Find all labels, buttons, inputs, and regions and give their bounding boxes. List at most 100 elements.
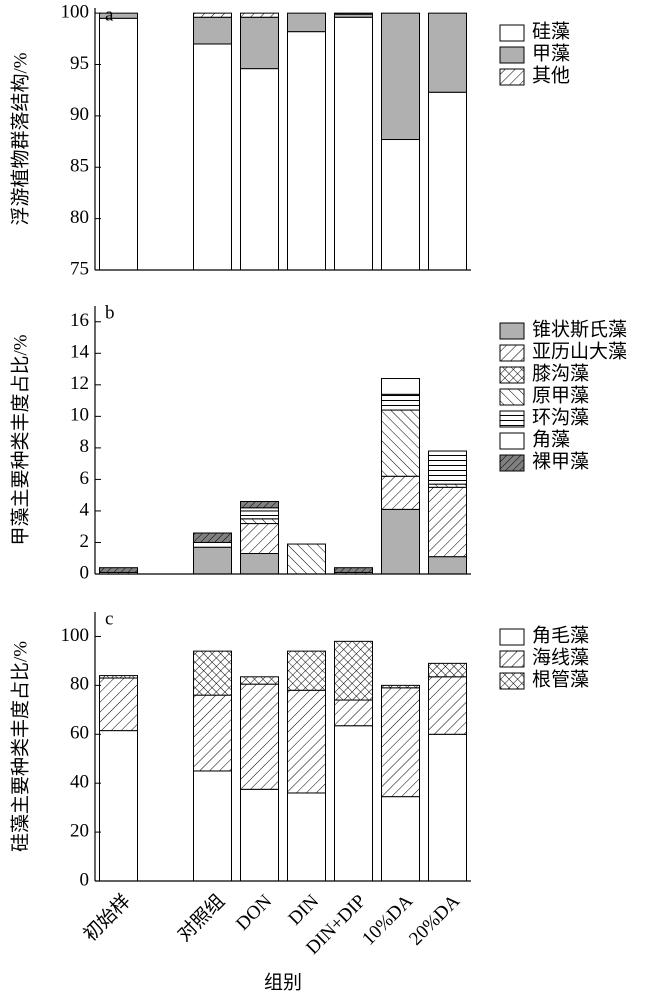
y-tick-label: 8 (80, 436, 90, 457)
legend-label: 锥状斯氏藻 (532, 318, 627, 340)
y-tick-label: 75 (70, 258, 89, 279)
bar-segment (240, 16, 279, 70)
legend-label: 亚历山大藻 (532, 340, 627, 362)
bar-segment (99, 17, 138, 271)
bar-segment (193, 532, 232, 543)
y-tick-label: 100 (61, 625, 90, 646)
legend-swatch (499, 24, 525, 42)
bar-segment (334, 12, 373, 15)
bar-segment (334, 640, 373, 701)
legend-swatch (499, 410, 525, 428)
legend-label: 原甲藻 (532, 384, 589, 406)
y-tick-label: 0 (80, 869, 90, 890)
y-axis-label: 甲藻主要种类丰度占比/% (9, 334, 31, 545)
bar-segment (193, 43, 232, 271)
y-tick-label: 6 (80, 468, 90, 489)
bar-segment (193, 650, 232, 696)
y-tick-label: 10 (70, 405, 89, 426)
bar-segment (428, 733, 467, 882)
bar-segment (334, 725, 373, 882)
y-tick-label: 20 (70, 820, 89, 841)
bar-segment (99, 677, 138, 732)
legend-label: 裸甲藻 (532, 450, 589, 472)
bar-segment (334, 16, 373, 271)
legend-swatch (499, 388, 525, 406)
y-tick-label: 60 (70, 723, 89, 744)
legend-swatch (499, 432, 525, 450)
x-tick-label: DON (232, 891, 276, 935)
y-axis-label: 硅藻主要种类丰度占比/% (9, 641, 31, 852)
legend-label: 根管藻 (532, 668, 589, 690)
bar-segment (381, 684, 420, 689)
legend-swatch (499, 366, 525, 384)
legend-label: 角毛藻 (532, 624, 589, 646)
y-tick-label: 80 (70, 674, 89, 695)
bar-segment (99, 567, 138, 573)
bar-segment (240, 510, 279, 520)
bar-segment (428, 486, 467, 558)
bar-segment (240, 523, 279, 555)
bar-segment (381, 393, 420, 411)
y-tick-label: 80 (70, 207, 89, 228)
bar-segment (193, 16, 232, 45)
x-tick-label: 初始样 (79, 890, 135, 946)
bar-segment (428, 676, 467, 735)
bar-segment (287, 543, 326, 575)
y-tick-label: 85 (70, 156, 89, 177)
bar-segment (99, 12, 138, 19)
y-tick-label: 0 (80, 562, 90, 583)
x-tick-label: 10%DA (358, 891, 417, 950)
legend-swatch (499, 650, 525, 668)
bar-segment (428, 662, 467, 678)
bar-segment (99, 675, 138, 679)
legend-swatch (499, 344, 525, 362)
bar-segment (240, 68, 279, 271)
legend-label: 膝沟藻 (532, 362, 589, 384)
bar-segment (381, 12, 420, 141)
panel-letter: a (105, 4, 114, 25)
legend-swatch (499, 68, 525, 86)
x-axis-label: 组别 (264, 971, 302, 993)
legend-swatch (499, 322, 525, 340)
bar-segment (381, 475, 420, 510)
bar-segment (287, 650, 326, 691)
y-tick-label: 16 (70, 310, 89, 331)
y-tick-label: 100 (61, 1, 90, 22)
bar-segment (240, 518, 279, 525)
bar-segment (240, 683, 279, 790)
bar-segment (428, 556, 467, 575)
bar-segment (193, 12, 232, 18)
bar-segment (381, 508, 420, 575)
bar-segment (381, 796, 420, 882)
legend-label: 硅藻 (532, 20, 570, 42)
legend-label: 甲藻 (532, 42, 570, 64)
bar-segment (287, 12, 326, 33)
legend-label: 环沟藻 (532, 406, 589, 428)
panel-letter: c (105, 608, 113, 629)
bar-segment (193, 541, 232, 548)
y-tick-label: 12 (70, 373, 89, 394)
bar-segment (240, 788, 279, 882)
y-axis-label: 浮游植物群落结构/% (9, 52, 31, 225)
bar-segment (99, 730, 138, 882)
x-tick-label: 对照组 (173, 890, 229, 946)
bar-segment (240, 553, 279, 575)
legend-swatch (499, 628, 525, 646)
bar-segment (287, 689, 326, 794)
bar-segment (428, 12, 467, 93)
legend-swatch (499, 672, 525, 690)
y-tick-label: 90 (70, 104, 89, 125)
bar-segment (287, 792, 326, 882)
legend-swatch (499, 454, 525, 472)
bar-segment (381, 687, 420, 798)
bar-segment (381, 139, 420, 271)
bar-segment (334, 699, 373, 727)
bar-segment (334, 567, 373, 573)
legend-swatch (499, 46, 525, 64)
bar-segment (287, 31, 326, 271)
bar-segment (381, 409, 420, 477)
legend-label: 角藻 (532, 428, 570, 450)
bar-segment (193, 546, 232, 575)
bar-segment (428, 450, 467, 485)
